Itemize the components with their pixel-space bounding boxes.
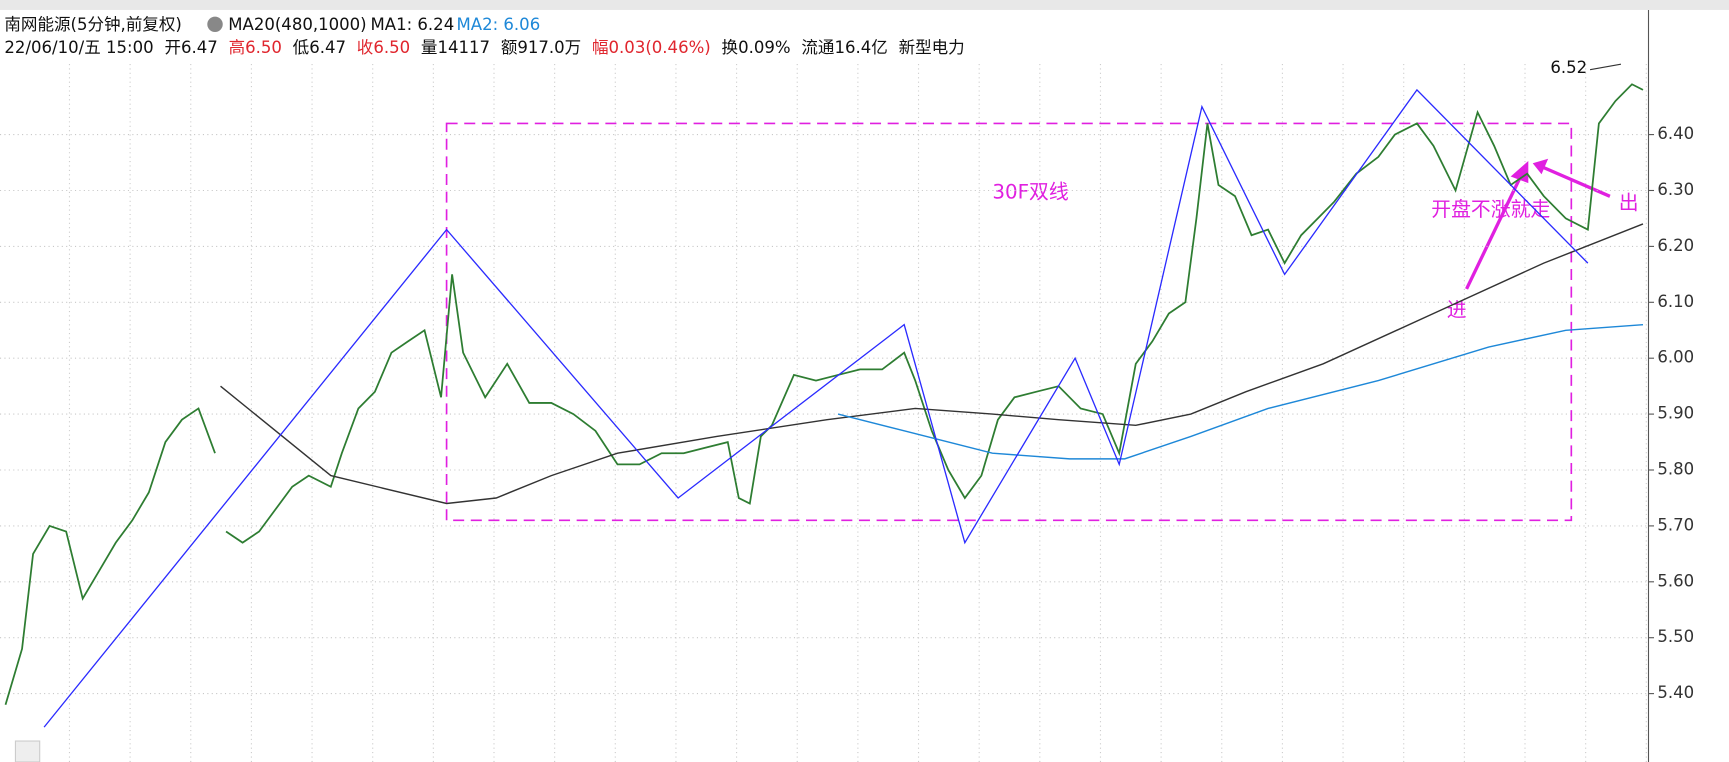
y-tick-label: 5.60 (1657, 571, 1694, 590)
close-box[interactable] (14, 740, 41, 762)
annotation: 进 (1447, 298, 1467, 321)
annotation: 出 (1619, 192, 1639, 215)
annotation: 30F双线 (992, 181, 1068, 204)
arrow-head (1510, 161, 1529, 184)
y-tick-label: 5.40 (1657, 683, 1694, 702)
y-tick-label: 6.30 (1657, 180, 1694, 199)
annotation-box (445, 122, 1573, 522)
quote-item: 流通16.4亿 (801, 38, 887, 57)
quote-item: 高6.50 (229, 38, 282, 57)
quote-item: 低6.47 (293, 38, 346, 57)
ma-line (220, 223, 1644, 505)
icon (207, 16, 223, 33)
high-arrow (1589, 63, 1622, 71)
quote-item: 开6.47 (164, 38, 217, 57)
y-tick-label: 6.00 (1657, 348, 1694, 367)
quote-item: 收6.50 (357, 38, 410, 57)
y-tick-label: 6.40 (1657, 124, 1694, 143)
ma2-label: MA2: 6.06 (457, 15, 541, 34)
arrow (1465, 173, 1524, 290)
quote-item: 22/06/10/五 15:00 (4, 38, 153, 57)
indicator: MA20(480,1000) (228, 15, 366, 34)
quote-item: 量14117 (421, 38, 490, 57)
quote-item: 新型电力 (899, 38, 965, 57)
arrow-head (1532, 158, 1549, 175)
arrow (1543, 166, 1611, 198)
y-tick-label: 6.10 (1657, 292, 1694, 311)
title: 南网能源(5分钟,前复权) (4, 15, 181, 34)
quote-item: 额917.0万 (501, 38, 581, 57)
vertical-grid (68, 63, 1647, 762)
y-tick-label: 6.20 (1657, 236, 1694, 255)
y-tick-label: 5.70 (1657, 515, 1694, 534)
ma1-label: MA1: 6.24 (371, 15, 455, 34)
ma-line (837, 323, 1644, 460)
y-tick-label: 5.50 (1657, 627, 1694, 646)
tab-strip (0, 0, 1729, 10)
y-tick-label: 5.90 (1657, 404, 1694, 423)
arrows (1465, 158, 1611, 290)
quote: 22/06/10/五 15:00 开6.47 高6.50 低6.47 收6.50… (4, 38, 964, 57)
price-line (4, 83, 1644, 705)
y-tick-label: 5.80 (1657, 460, 1694, 479)
quote-item: 幅0.03(0.46%) (592, 38, 711, 57)
trend-line (43, 88, 1589, 728)
high-label: 6.52 (1550, 58, 1587, 77)
quote-item: 换0.09% (722, 38, 791, 57)
annotation: 开盘不涨就走 (1431, 198, 1550, 221)
